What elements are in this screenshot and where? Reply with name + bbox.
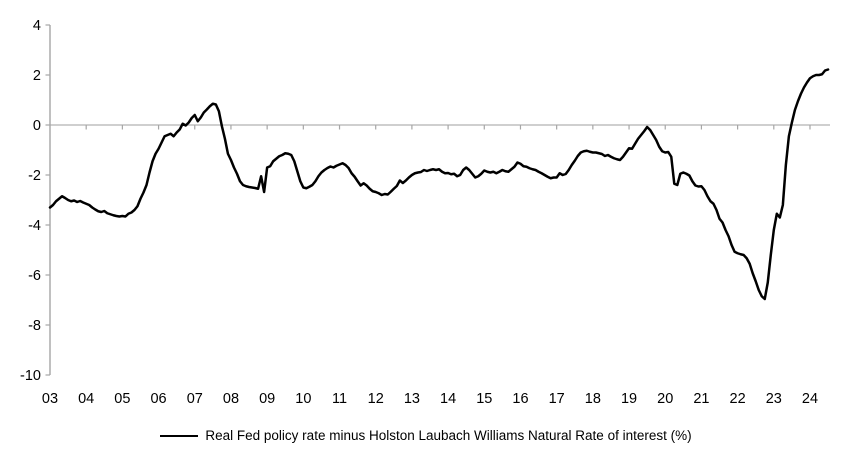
x-axis-label: 20 — [657, 391, 673, 407]
x-axis-label: 24 — [802, 391, 818, 407]
x-axis-label: 21 — [693, 391, 709, 407]
x-axis-label: 06 — [150, 391, 166, 407]
y-axis-label: -4 — [28, 218, 41, 234]
y-axis-label: -8 — [28, 318, 41, 334]
x-axis-label: 11 — [332, 391, 347, 407]
y-axis-label: 2 — [33, 68, 41, 84]
x-axis-label: 18 — [585, 391, 601, 407]
legend-line-swatch — [160, 434, 199, 437]
y-axis-label: 0 — [33, 118, 41, 134]
x-axis-label: 12 — [368, 391, 384, 407]
x-axis-label: 17 — [549, 391, 565, 407]
x-axis-label: 07 — [187, 391, 203, 407]
y-axis-label: 4 — [33, 18, 41, 34]
x-axis-label: 05 — [114, 391, 130, 407]
x-axis-label: 13 — [404, 391, 420, 407]
x-axis-label: 09 — [259, 391, 275, 407]
y-axis-label: -6 — [28, 268, 41, 284]
x-axis-label: 10 — [295, 391, 311, 407]
x-axis-label: 14 — [440, 391, 456, 407]
data-line-series — [48, 68, 830, 301]
x-axis-label: 15 — [476, 391, 492, 407]
x-axis-label: 16 — [512, 391, 528, 407]
y-axis-label: -2 — [28, 168, 41, 184]
x-axis-label: 08 — [223, 391, 239, 407]
x-axis-label: 04 — [78, 391, 94, 407]
x-axis-label: 23 — [766, 391, 782, 407]
x-axis-label: 22 — [730, 391, 746, 407]
x-axis-label: 19 — [621, 391, 637, 407]
legend-label: Real Fed policy rate minus Holston Lauba… — [205, 428, 692, 443]
legend: Real Fed policy rate minus Holston Lauba… — [0, 428, 852, 443]
x-axis-label: 03 — [42, 391, 58, 407]
y-axis-label: -10 — [20, 368, 41, 384]
